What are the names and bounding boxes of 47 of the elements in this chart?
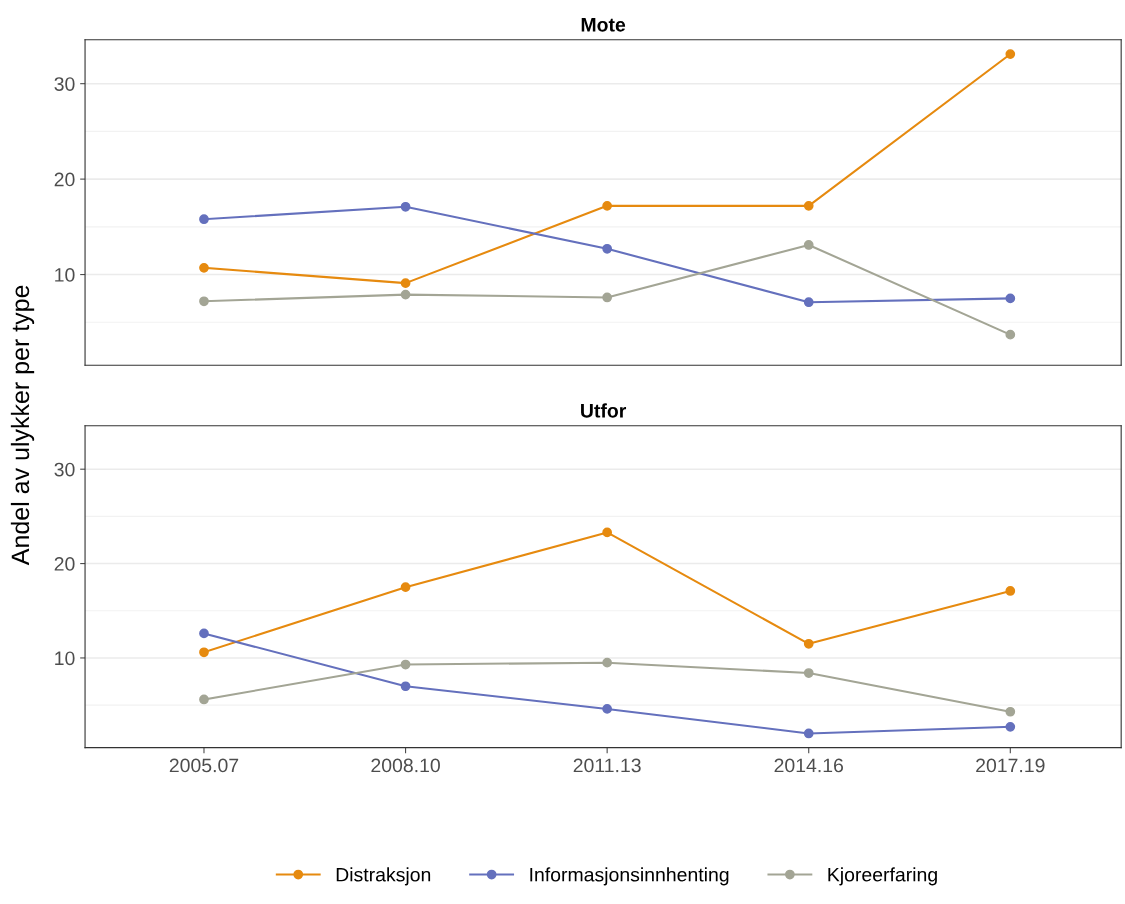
x-tick-label: 2005.07 xyxy=(169,758,239,773)
point xyxy=(602,527,613,538)
point xyxy=(199,628,209,639)
point xyxy=(199,296,209,307)
legend-label: Informasjonsinnhenting xyxy=(530,867,729,886)
legend-label: Kjoreerfaring xyxy=(828,867,937,886)
y-tick-label: 10 xyxy=(55,651,75,666)
point xyxy=(199,263,209,273)
point xyxy=(1005,721,1016,732)
y-axis-title: Andel av ulykker per type xyxy=(10,285,35,566)
x-tick-label: 2008.10 xyxy=(371,758,440,773)
point xyxy=(803,728,814,739)
x-tick-label: 2011.13 xyxy=(573,758,641,773)
point xyxy=(1005,586,1016,596)
point xyxy=(1005,293,1016,304)
point xyxy=(199,647,209,658)
legend-label: Distraksjon xyxy=(336,867,431,886)
point xyxy=(602,657,613,668)
y-tick-label: 20 xyxy=(54,557,75,571)
point xyxy=(803,240,814,250)
x-tick-label: 2014.16 xyxy=(774,758,844,773)
y-tick-label: 10 xyxy=(55,268,75,282)
point xyxy=(400,289,411,300)
point xyxy=(602,243,613,254)
point xyxy=(1005,329,1016,340)
point xyxy=(400,278,411,289)
point xyxy=(400,681,411,692)
y-tick-label: 30 xyxy=(54,77,75,91)
point xyxy=(400,582,411,593)
point xyxy=(602,704,613,714)
point xyxy=(400,659,411,670)
point xyxy=(803,200,814,211)
point xyxy=(1005,706,1016,717)
point xyxy=(400,201,411,212)
point xyxy=(199,214,209,225)
point xyxy=(199,694,209,705)
y-tick-label: 30 xyxy=(54,462,75,477)
x-tick-label: 2017.19 xyxy=(976,758,1045,773)
point xyxy=(803,638,814,649)
point xyxy=(803,668,814,678)
point xyxy=(602,292,613,303)
point xyxy=(602,200,613,211)
chart-title: Utfor xyxy=(581,403,627,418)
point xyxy=(803,297,814,308)
point xyxy=(1005,49,1016,59)
chart-title: Mote xyxy=(581,18,626,32)
y-tick-label: 20 xyxy=(54,172,75,187)
